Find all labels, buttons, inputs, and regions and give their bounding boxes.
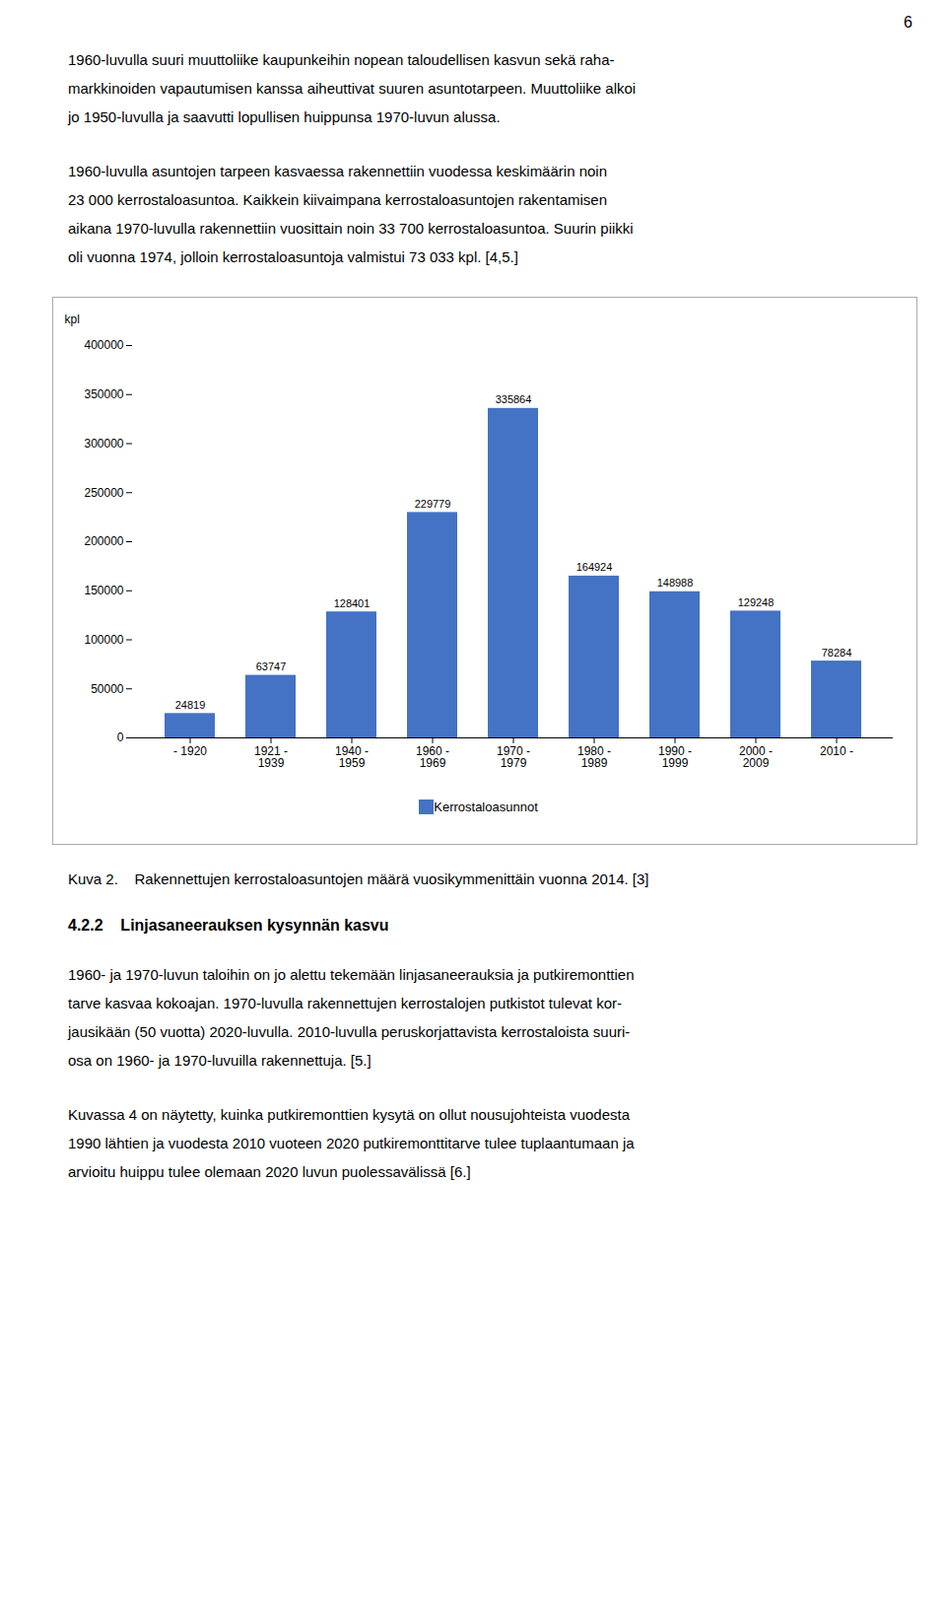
html-text:Kerrostaloasunnot: Kerrostaloasunnot xyxy=(433,799,538,814)
svg-text:50000: 50000 xyxy=(90,681,125,696)
svg-text:300000: 300000 xyxy=(83,436,124,451)
html-text:Kuvassa 4 on näytetty, kuinka: Kuvassa 4 on näytetty, kuinka putkiremon… xyxy=(67,1105,630,1122)
svg-text:128401: 128401 xyxy=(334,597,371,609)
svg-text:0: 0 xyxy=(117,730,125,744)
svg-text:164924: 164924 xyxy=(576,560,613,573)
html-text:4.2.2 Linjasaneerauksen kysynn: 4.2.2 Linjasaneerauksen kysynnän kasvu xyxy=(67,915,389,933)
svg-text:1980 -1989: 1980 -1989 xyxy=(577,743,611,770)
html-text:markkinoiden vapautumisen kans: markkinoiden vapautumisen kanssa aiheutt… xyxy=(67,79,636,97)
svg-text:1970 -1979: 1970 -1979 xyxy=(496,743,531,770)
svg-text:24819: 24819 xyxy=(175,698,206,711)
html-text:23 000 kerrostaloasuntoa. Kaik: 23 000 kerrostaloasuntoa. Kaikkein kiiva… xyxy=(67,191,608,208)
svg-text:1940 -1959: 1940 -1959 xyxy=(335,743,369,770)
svg-text:1921 -1939: 1921 -1939 xyxy=(254,743,288,770)
html-text:6: 6 xyxy=(903,13,913,31)
html-text:osa on 1960- ja 1970-luvuilla: osa on 1960- ja 1970-luvuilla rakennettu… xyxy=(67,1050,372,1068)
svg-text:335864: 335864 xyxy=(495,393,533,406)
html-text:1960- ja 1970-luvun taloihin o: 1960- ja 1970-luvun taloihin on jo alett… xyxy=(67,965,635,982)
svg-text:400000: 400000 xyxy=(83,337,124,352)
svg-text:2000 -2009: 2000 -2009 xyxy=(739,743,773,770)
svg-text:63747: 63747 xyxy=(256,660,287,673)
html-text:1990 lähtien ja vuodesta 2010: 1990 lähtien ja vuodesta 2010 vuoteen 20… xyxy=(67,1133,635,1151)
svg-text:250000: 250000 xyxy=(83,485,124,500)
svg-text:129248: 129248 xyxy=(738,596,775,609)
svg-text:78284: 78284 xyxy=(821,646,853,659)
svg-text:200000: 200000 xyxy=(83,534,124,548)
html-text:1960-luvulla asuntojen tarpeen: 1960-luvulla asuntojen tarpeen kasvaessa… xyxy=(67,162,608,180)
html-text:jo 1950-luvulla ja saavutti lo: jo 1950-luvulla ja saavutti lopullisen h… xyxy=(67,108,501,126)
svg-text:148988: 148988 xyxy=(657,576,694,589)
svg-text:1990 -1999: 1990 -1999 xyxy=(658,743,692,770)
svg-text:150000: 150000 xyxy=(83,583,124,598)
svg-text:2010 -: 2010 - xyxy=(819,743,854,758)
html-text:1960-luvulla suuri muuttoliike: 1960-luvulla suuri muuttoliike kaupunkei… xyxy=(67,51,615,68)
html-text:oli vuonna 1974, jolloin kerro: oli vuonna 1974, jolloin kerrostaloasunt… xyxy=(67,248,519,266)
html-text:Kuva 2. Rakennettujen kerrosta: Kuva 2. Rakennettujen kerrostaloasuntoje… xyxy=(67,869,649,887)
html-text:tarve kasvaa kokoajan. 1970-lu: tarve kasvaa kokoajan. 1970-luvulla rake… xyxy=(67,993,622,1011)
svg-text:229779: 229779 xyxy=(414,497,452,510)
svg-text:- 1920: - 1920 xyxy=(173,743,207,758)
svg-text:100000: 100000 xyxy=(83,632,124,647)
svg-text:1960 -1969: 1960 -1969 xyxy=(415,743,450,770)
html-text:arvioitu huippu tulee olemaan: arvioitu huippu tulee olemaan 2020 luvun… xyxy=(67,1162,471,1180)
svg-text:kpl: kpl xyxy=(65,312,80,327)
html-text:aikana 1970-luvulla rakennetti: aikana 1970-luvulla rakennettiin vuositt… xyxy=(67,219,634,237)
svg-text:350000: 350000 xyxy=(83,387,124,402)
html-text:jausikään (50 vuotta) 2020-luv: jausikään (50 vuotta) 2020-luvulla. 2010… xyxy=(67,1022,630,1040)
